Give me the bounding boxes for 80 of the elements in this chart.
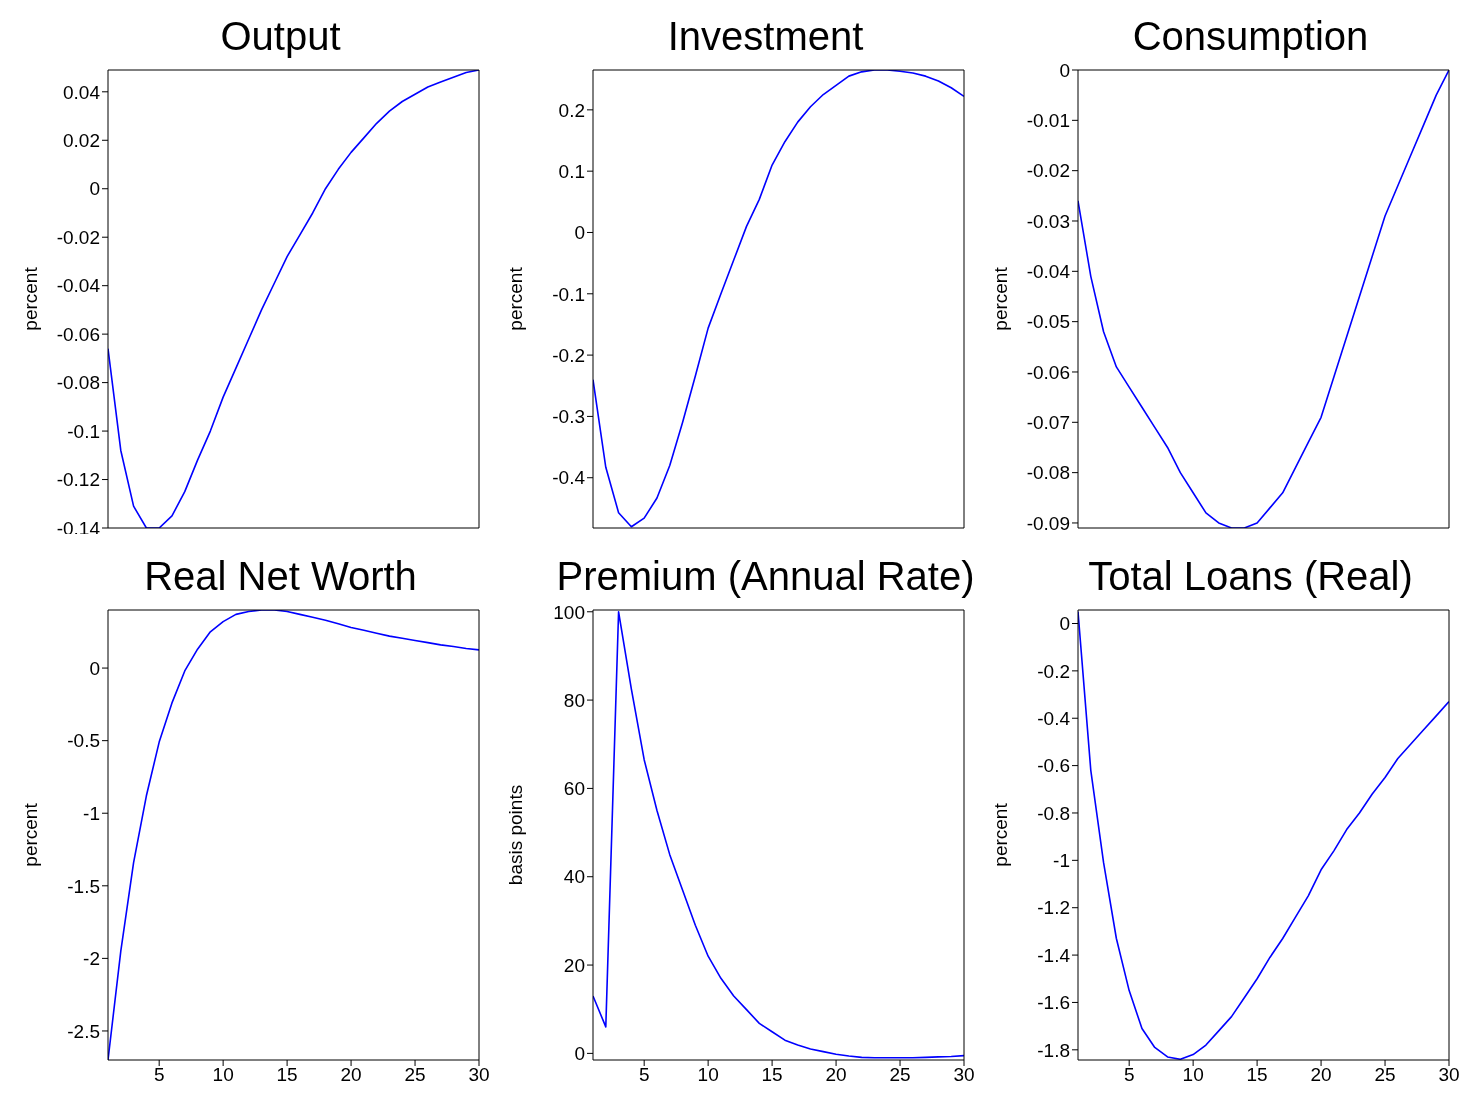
y-axis-title: percent xyxy=(989,266,1011,331)
chart-title: Investment xyxy=(666,13,864,60)
line-series xyxy=(593,70,964,528)
x-tick-label: 5 xyxy=(153,1064,165,1086)
y-tick-label: -0.01 xyxy=(1026,110,1070,132)
y-axis-title: basis points xyxy=(504,784,526,886)
y-tick-label: 0.1 xyxy=(558,160,585,182)
y-tick-label: -0.12 xyxy=(56,469,100,491)
y-tick-label: -0.04 xyxy=(56,275,101,297)
y-tick-label: -1 xyxy=(1053,850,1070,872)
x-tick-label: 10 xyxy=(1182,1064,1204,1086)
y-tick-label: 0 xyxy=(1059,613,1070,635)
chart-title: Output xyxy=(219,13,341,60)
x-tick-label: 25 xyxy=(1374,1064,1396,1086)
y-tick-label: -2 xyxy=(83,948,100,970)
x-tick-label: 30 xyxy=(468,1064,490,1086)
y-axis-title: percent xyxy=(989,802,1011,867)
y-tick-label: 0.04 xyxy=(63,81,101,103)
y-tick-label: -0.4 xyxy=(1037,707,1071,729)
y-tick-label: -0.4 xyxy=(552,467,586,489)
y-tick-label: 0.02 xyxy=(63,130,100,152)
y-tick-label: 0 xyxy=(1059,59,1070,81)
x-tick-label: 25 xyxy=(889,1064,911,1086)
y-tick-label: -0.06 xyxy=(1026,361,1070,383)
y-tick-label: -0.06 xyxy=(56,323,100,345)
x-tick-label: 20 xyxy=(340,1064,362,1086)
y-tick-label: 40 xyxy=(563,866,585,888)
y-tick-label: -2.5 xyxy=(67,1020,100,1042)
y-tick-label: 20 xyxy=(563,954,585,976)
x-tick-label: 20 xyxy=(825,1064,847,1086)
y-tick-label: -0.09 xyxy=(1026,512,1070,534)
y-tick-label: -0.02 xyxy=(56,226,100,248)
y-tick-label: 80 xyxy=(563,689,585,711)
x-tick-label: 15 xyxy=(1246,1064,1268,1086)
y-tick-label: -1.4 xyxy=(1037,944,1071,966)
y-tick-label: -1.5 xyxy=(67,875,100,897)
x-tick-label: 15 xyxy=(761,1064,783,1086)
x-tick-label: 10 xyxy=(212,1064,234,1086)
y-tick-label: 0.2 xyxy=(558,99,585,121)
x-tick-label: 5 xyxy=(638,1064,650,1086)
x-tick-label: 20 xyxy=(1310,1064,1332,1086)
y-tick-label: -0.08 xyxy=(56,372,100,394)
y-tick-label: 0 xyxy=(89,657,100,679)
y-tick-label: -0.1 xyxy=(67,420,100,442)
y-tick-label: 100 xyxy=(553,601,585,623)
x-tick-label: 25 xyxy=(404,1064,426,1086)
y-tick-label: -1.8 xyxy=(1037,1039,1070,1061)
y-tick-label: -0.5 xyxy=(67,730,100,752)
y-tick-label: -0.04 xyxy=(1026,261,1071,283)
y-tick-label: 60 xyxy=(563,778,585,800)
x-tick-label: 5 xyxy=(1123,1064,1135,1086)
y-tick-label: -0.02 xyxy=(1026,160,1070,182)
x-tick-label: 15 xyxy=(276,1064,298,1086)
y-tick-label: -0.2 xyxy=(552,344,585,366)
y-tick-label: -0.05 xyxy=(1026,311,1070,333)
y-axis-title: percent xyxy=(504,266,526,331)
y-axis-title: percent xyxy=(19,802,41,867)
y-tick-label: 0 xyxy=(89,178,100,200)
y-tick-label: -0.3 xyxy=(552,406,585,428)
y-tick-label: 0 xyxy=(574,1043,585,1065)
x-tick-label: 30 xyxy=(1438,1064,1460,1086)
y-tick-label: -0.03 xyxy=(1026,210,1070,232)
y-axis-title: percent xyxy=(19,266,41,331)
chart-title: Real Net Worth xyxy=(143,553,417,600)
y-tick-label: -0.2 xyxy=(1037,660,1070,682)
y-tick-label: -1.6 xyxy=(1037,992,1070,1014)
y-tick-label: 0 xyxy=(574,222,585,244)
y-tick-label: -0.1 xyxy=(552,283,585,305)
y-tick-label: -0.6 xyxy=(1037,755,1070,777)
y-tick-label: -0.14 xyxy=(56,517,101,539)
y-tick-label: -1.2 xyxy=(1037,897,1070,919)
y-tick-label: -1 xyxy=(83,802,100,824)
y-tick-label: -0.08 xyxy=(1026,462,1070,484)
chart-title: Total Loans (Real) xyxy=(1087,553,1413,600)
x-tick-label: 30 xyxy=(953,1064,975,1086)
x-tick-label: 10 xyxy=(697,1064,719,1086)
chart-title: Premium (Annual Rate) xyxy=(556,554,975,598)
y-tick-label: -0.8 xyxy=(1037,802,1070,824)
chart-title: Consumption xyxy=(1131,13,1369,60)
y-tick-label: -0.07 xyxy=(1026,412,1070,434)
